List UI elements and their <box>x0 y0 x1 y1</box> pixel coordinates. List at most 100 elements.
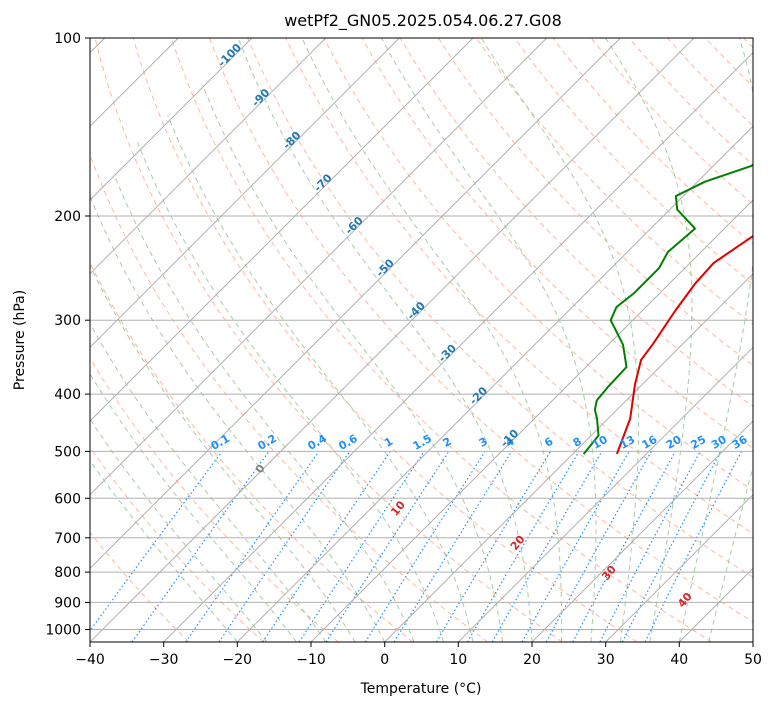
isotherm-line <box>90 38 548 496</box>
moist-adiabat-line <box>90 459 238 642</box>
mixing-ratio-line <box>218 451 351 642</box>
mixing-ratio-line <box>262 451 391 642</box>
moist-adiabat-label: 20 <box>508 533 528 553</box>
plot-frame <box>89 37 754 643</box>
dry-adiabat-line <box>514 38 753 285</box>
dry-adiabat-line <box>323 38 753 492</box>
isotherm-line <box>90 38 253 201</box>
dry-adiabat-line <box>667 38 753 127</box>
isotherm-line <box>384 272 753 642</box>
x-axis-label: Temperature (°C) <box>360 681 482 697</box>
moist-adiabat-line <box>113 174 415 642</box>
dry-adiabat-line <box>90 357 339 642</box>
dry-adiabat-line <box>94 38 563 642</box>
isotherm-line <box>90 38 695 642</box>
moist-adiabat-label: 30 <box>599 563 619 583</box>
mixing-ratio-line <box>90 451 223 632</box>
y-tick-label: 1000 <box>45 623 81 639</box>
mixing-ratio-label: 0.4 <box>306 432 330 453</box>
mixing-ratio-label: 36 <box>730 433 750 452</box>
isotherm-label: -80 <box>280 129 303 152</box>
dry-adiabat-line <box>437 38 753 366</box>
isotherm-line <box>457 346 753 642</box>
mixing-ratio-label: 6 <box>542 435 555 450</box>
chart-title: wetPf2_GN05.2025.054.06.27.G08 <box>284 11 562 31</box>
dewpoint-series-line <box>582 163 753 455</box>
y-tick-label: 900 <box>54 595 81 611</box>
isotherm-line <box>90 38 400 349</box>
moist-adiabat-line <box>90 322 327 642</box>
isotherm-line <box>752 641 753 642</box>
moist-adiabat-line <box>480 38 640 642</box>
mixing-ratio-line <box>521 451 630 642</box>
mixing-ratio-line <box>364 451 486 642</box>
mixing-ratio-label: 1.5 <box>411 432 434 453</box>
mixing-ratio-label: 10 <box>590 433 610 452</box>
moist-adiabat-line <box>380 38 597 642</box>
y-tick-label: 700 <box>54 531 81 547</box>
isotherm-line <box>90 38 474 422</box>
moist-adiabat-line <box>90 418 268 642</box>
grid-lines <box>90 38 753 642</box>
dry-adiabat-line <box>590 38 753 206</box>
y-tick-label: 200 <box>54 209 81 225</box>
moist-adiabat-line <box>90 195 386 642</box>
mixing-ratio-line <box>325 451 450 642</box>
mixing-ratio-line <box>466 451 580 642</box>
dry-adiabat-line <box>90 446 264 642</box>
y-tick-label: 600 <box>54 491 81 507</box>
isotherm-label: -40 <box>405 299 428 322</box>
y-tick-label: 800 <box>54 565 81 581</box>
moist-adiabat-label: 40 <box>675 590 695 610</box>
mixing-ratio-line <box>393 451 513 642</box>
mixing-ratio-label: 0.1 <box>209 432 232 453</box>
moist-adiabat-line <box>237 38 533 642</box>
mixing-ratio-label: 1 <box>382 435 395 450</box>
mixing-ratio-label: 16 <box>640 433 660 452</box>
isotherm-label: -50 <box>374 256 397 279</box>
y-tick-label: 500 <box>54 444 81 460</box>
moist-adiabat-line <box>301 38 563 642</box>
isotherm-label: -10 <box>498 427 521 450</box>
isotherm-line <box>163 51 753 642</box>
isotherm-label: -20 <box>467 384 490 407</box>
thermo-background <box>90 38 753 642</box>
x-tick-label: 50 <box>744 652 762 668</box>
x-tick-label: 20 <box>523 652 541 668</box>
isotherm-label: -70 <box>311 171 334 194</box>
x-tick-label: 40 <box>670 652 688 668</box>
x-axis: −40 −30 −20 −10 0 10 20 30 40 50 <box>75 642 762 668</box>
x-tick-label: 30 <box>597 652 615 668</box>
mixing-ratio-line <box>545 451 652 642</box>
mixing-ratio-label: 3 <box>477 435 490 450</box>
dry-adiabat-line <box>285 38 753 535</box>
x-tick-label: −30 <box>149 652 179 668</box>
mixing-ratio-label: 25 <box>689 433 709 452</box>
dry-adiabat-line <box>90 261 414 642</box>
dry-adiabat-line <box>399 38 753 407</box>
x-tick-label: −20 <box>223 652 253 668</box>
isotherm-label: -90 <box>249 86 272 109</box>
isotherm-label: -100 <box>215 41 244 70</box>
x-tick-label: −40 <box>75 652 105 668</box>
mixing-ratio-label: 20 <box>664 433 684 452</box>
moist-adiabat-line <box>137 142 445 642</box>
dry-adiabat-line <box>90 531 190 642</box>
isotherm-label: -30 <box>436 341 459 364</box>
dry-adiabat-line <box>132 38 638 642</box>
isotherm-line <box>678 567 753 642</box>
x-tick-label: −10 <box>296 652 326 668</box>
moist-adiabat-label: 0 <box>253 462 268 476</box>
isotherm-label: -60 <box>343 214 366 237</box>
y-axis-label: Pressure (hPa) <box>12 290 28 390</box>
y-axis: 100 200 300 400 500 600 700 800 900 1000 <box>45 31 90 639</box>
mixing-ratio-line <box>572 451 677 642</box>
x-tick-label: 0 <box>380 652 389 668</box>
x-tick-label: 10 <box>449 652 467 668</box>
mixing-ratio-label: 8 <box>571 435 584 450</box>
mixing-ratio-label: 30 <box>709 433 729 452</box>
isotherm-line <box>310 199 753 642</box>
moist-adiabat-line <box>605 38 693 642</box>
moist-adiabat-line <box>90 264 356 642</box>
